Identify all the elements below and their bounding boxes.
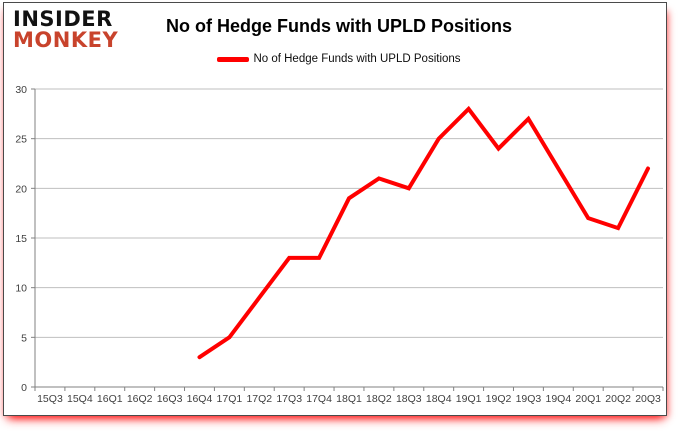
x-tick-label: 17Q2 <box>246 393 272 405</box>
logo-text-monkey: MONKEY <box>13 27 119 52</box>
y-tick-label: 20 <box>15 183 27 195</box>
x-tick-label: 19Q3 <box>516 393 542 405</box>
y-tick-label: 5 <box>21 332 27 344</box>
x-tick-label: 16Q3 <box>157 393 183 405</box>
y-tick-label: 0 <box>21 382 27 394</box>
chart-panel-border <box>3 2 667 416</box>
x-tick-label: 16Q1 <box>97 393 123 405</box>
x-tick-label: 17Q1 <box>217 393 243 405</box>
x-tick-label: 19Q2 <box>486 393 512 405</box>
x-tick-label: 17Q4 <box>306 393 332 405</box>
y-tick-label: 15 <box>15 233 27 245</box>
x-tick-label: 17Q3 <box>276 393 302 405</box>
x-tick-label: 16Q4 <box>187 393 213 405</box>
chart-title: No of Hedge Funds with UPLD Positions <box>166 16 512 36</box>
legend: No of Hedge Funds with UPLD Positions <box>0 53 678 65</box>
x-tick-label: 20Q2 <box>605 393 631 405</box>
y-tick-label: 25 <box>15 134 27 146</box>
legend-line-swatch-icon <box>217 56 250 62</box>
legend-label: No of Hedge Funds with UPLD Positions <box>253 53 461 65</box>
x-tick-label: 16Q2 <box>127 393 153 405</box>
y-tick-label: 10 <box>15 283 27 295</box>
series-line <box>197 105 650 360</box>
y-tick-label: 30 <box>15 84 27 96</box>
x-tick-label: 19Q4 <box>545 393 571 405</box>
x-tick-label: 18Q4 <box>426 393 452 405</box>
x-tick-label: 20Q3 <box>635 393 661 405</box>
x-tick-label: 18Q3 <box>396 393 422 405</box>
x-tick-label: 19Q1 <box>456 393 482 405</box>
insider-monkey-logo: INSIDER MONKEY <box>13 9 118 50</box>
x-tick-label: 20Q1 <box>575 393 601 405</box>
x-tick-label: 15Q4 <box>67 393 93 405</box>
logo-text-insider: INSIDER <box>13 7 113 31</box>
x-tick-label: 15Q3 <box>37 393 63 405</box>
x-tick-label: 18Q1 <box>336 393 362 405</box>
x-tick-label: 18Q2 <box>366 393 392 405</box>
